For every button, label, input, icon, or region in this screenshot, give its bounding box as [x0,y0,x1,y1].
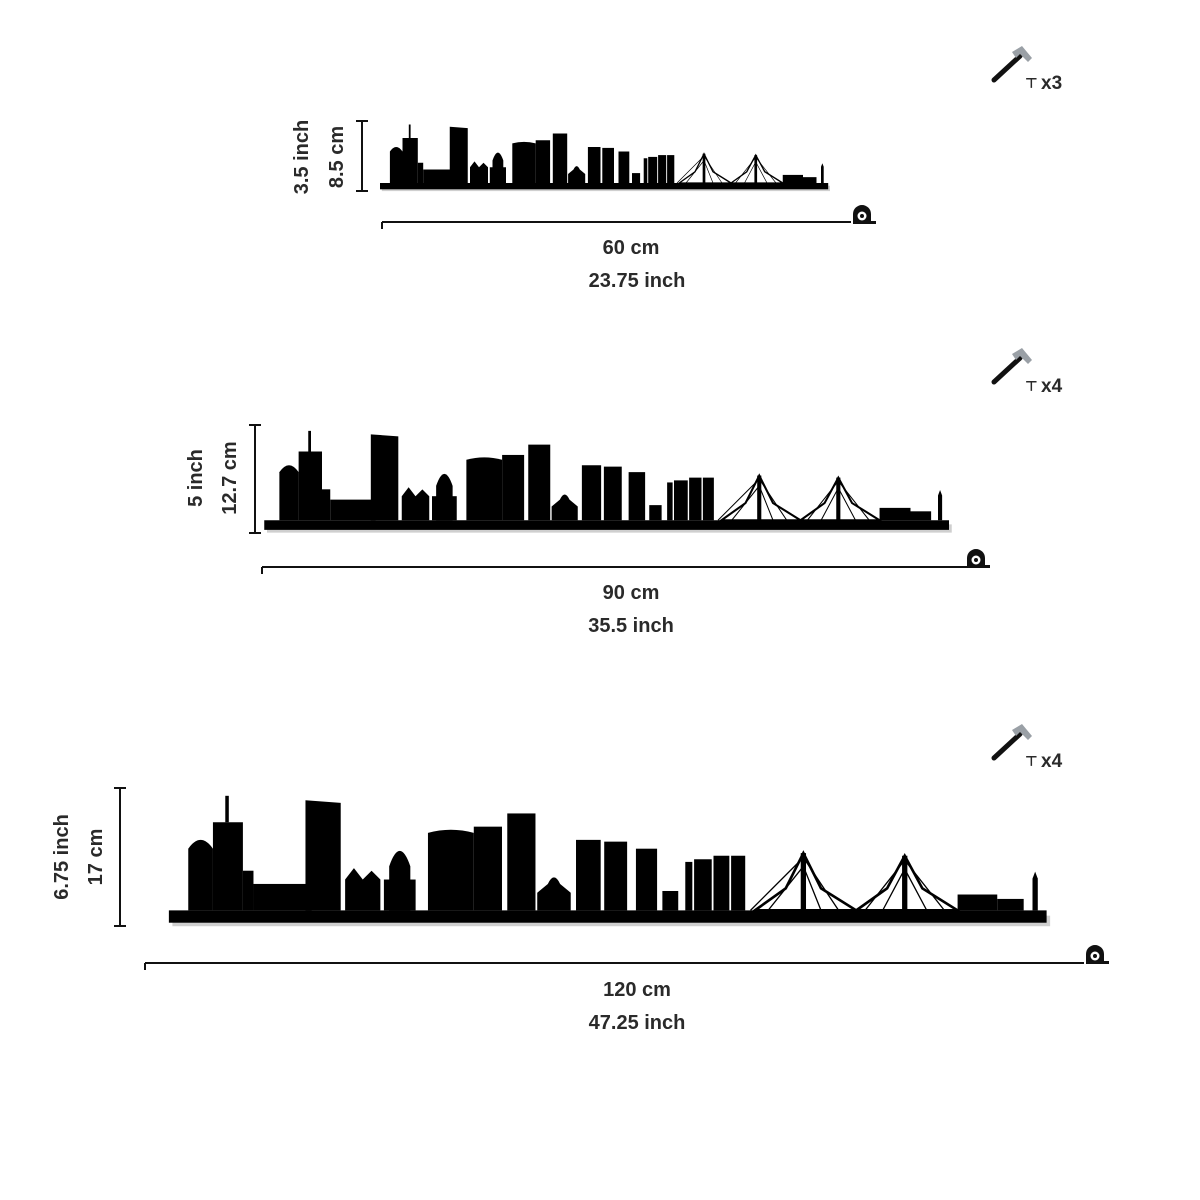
width-cm: 60 cm [602,237,660,259]
nail-icon: ⊤ [1025,378,1038,394]
skyline-silhouette [167,794,1052,928]
tape-measure-icon [853,205,876,224]
hammer-count: x3 [1041,73,1063,94]
hammer-count: x4 [1041,376,1063,397]
hammer-icon [991,724,1032,761]
nail-icon: ⊤ [1025,75,1038,91]
height-cm: 17 cm [85,828,107,886]
skyline-silhouette [263,429,953,534]
height-cm: 8.5 cm [326,125,348,189]
width-rule [381,221,851,229]
width-inch: 47.25 inch [588,1012,686,1034]
height-rule [249,424,261,534]
hammer-count: x4 [1041,751,1063,772]
tape-measure-icon [1086,945,1109,964]
height-inch: 3.5 inch [291,119,313,195]
width-inch: 23.75 inch [588,270,686,292]
width-inch: 35.5 inch [588,615,674,637]
height-cm: 12.7 cm [219,441,241,515]
nail-icon: ⊤ [1025,753,1038,769]
tape-measure-icon [967,549,990,568]
height-inch: 6.75 inch [51,814,73,900]
width-rule [261,566,967,574]
width-cm: 90 cm [602,582,660,604]
width-rule [144,962,1084,970]
skyline-silhouette [379,123,831,192]
hammer-icon [991,348,1032,385]
height-rule [114,787,126,927]
width-cm: 120 cm [603,979,671,1001]
hammer-icon [991,46,1032,83]
height-inch: 5 inch [185,449,207,507]
height-rule [356,120,368,192]
